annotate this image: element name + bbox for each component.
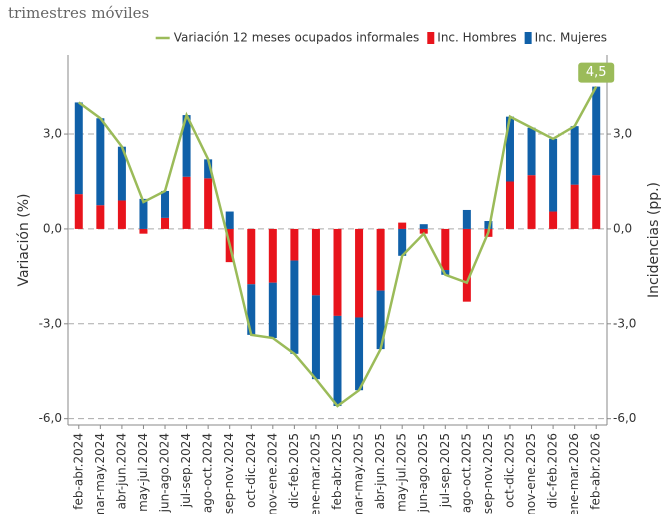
- x-tick-label: mar-may.2024: [93, 433, 107, 514]
- bar: [333, 315, 342, 407]
- x-tick-label: ago-oct.2025: [459, 433, 473, 513]
- x-tick-label: dic-feb.2026: [546, 433, 560, 508]
- bar: [505, 116, 514, 182]
- value-label-box: [578, 62, 615, 83]
- bar: [139, 198, 148, 229]
- bar: [570, 184, 579, 229]
- bar: [505, 181, 514, 229]
- bar: [441, 228, 450, 271]
- bar: [96, 205, 105, 229]
- bar: [96, 118, 105, 206]
- bar: [182, 176, 191, 229]
- bar: [290, 260, 299, 354]
- bar: [527, 127, 536, 176]
- bar: [268, 228, 277, 283]
- bar: [311, 228, 320, 296]
- bar: [225, 211, 234, 229]
- bar: [398, 228, 407, 256]
- bar: [355, 228, 364, 318]
- x-tick-label: may-jul.2025: [395, 433, 409, 512]
- bar: [462, 209, 471, 229]
- bar: [161, 190, 170, 218]
- x-tick-label: oct-dic.2025: [502, 433, 516, 508]
- bar: [268, 282, 277, 339]
- x-tick-label: jul-sep.2025: [438, 433, 452, 508]
- bar: [398, 222, 407, 229]
- bar: [74, 102, 83, 195]
- x-tick-label: jul-sep.2024: [179, 433, 193, 508]
- x-tick-label: ago-oct.2024: [201, 433, 215, 513]
- bar: [570, 126, 579, 185]
- bar: [161, 217, 170, 229]
- y-tick-label: 3,0: [43, 127, 62, 141]
- x-tick-label: oct-dic.2024: [244, 433, 258, 508]
- bar: [290, 228, 299, 261]
- bar: [333, 228, 342, 316]
- y2-tick-label: -6,0: [613, 411, 636, 425]
- x-tick-label: nov-ene.2025: [524, 433, 538, 514]
- y2-tick-label: 0,0: [613, 221, 632, 235]
- y-tick-label: -6,0: [39, 411, 62, 425]
- legend-swatch: [427, 32, 435, 44]
- bar: [376, 228, 385, 291]
- x-tick-label: dic-feb.2025: [287, 433, 301, 508]
- x-tick-label: abr-jun.2025: [373, 433, 387, 509]
- x-tick-label: abr-jun.2024: [114, 433, 128, 509]
- x-tick-label: ene-mar.2025: [308, 433, 322, 514]
- bar: [549, 138, 558, 212]
- bar: [592, 86, 601, 176]
- x-tick-label: jun-ago.2025: [416, 433, 430, 513]
- bar: [549, 211, 558, 229]
- bar: [247, 228, 256, 285]
- chart-subtitle: trimestres móviles: [8, 4, 149, 22]
- y2-axis-label: Incidencias (pp.): [646, 182, 662, 298]
- bar: [117, 146, 126, 201]
- y-tick-label: -3,0: [39, 316, 62, 330]
- x-tick-label: nov-ene.2024: [265, 433, 279, 514]
- y2-tick-label: -3,0: [613, 316, 636, 330]
- legend-swatch: [524, 32, 532, 44]
- bar: [376, 290, 385, 350]
- bar: [139, 228, 148, 234]
- y-tick-label: 0,0: [43, 221, 62, 235]
- bar: [247, 284, 256, 335]
- x-tick-label: ene-mar.2026: [567, 433, 581, 514]
- bar: [419, 228, 428, 234]
- bar: [462, 228, 471, 302]
- bar: [527, 175, 536, 229]
- line: [78, 86, 598, 408]
- y-axis-label: Variación (%): [16, 194, 32, 287]
- x-tick-label: feb-abr.2024: [71, 433, 85, 510]
- legend-label: Inc. Hombres: [437, 31, 516, 45]
- bar: [419, 224, 428, 229]
- x-tick-label: sep-nov.2025: [481, 433, 495, 514]
- bar: [311, 295, 320, 380]
- bar: [484, 221, 493, 229]
- bar: [74, 194, 83, 229]
- bar: [182, 115, 191, 177]
- bar: [204, 178, 213, 229]
- value-label: 4,5: [586, 65, 607, 80]
- x-tick-label: jun-ago.2024: [158, 433, 172, 513]
- legend-label: Variación 12 meses ocupados informales: [174, 31, 420, 45]
- bar: [592, 175, 601, 229]
- legend-label: Inc. Mujeres: [535, 31, 607, 45]
- x-tick-label: may-jul.2024: [136, 433, 150, 512]
- x-tick-label: mar-may.2025: [352, 433, 366, 514]
- bar: [117, 200, 126, 229]
- bar: [204, 159, 213, 179]
- x-tick-label: sep-nov.2024: [222, 433, 236, 514]
- bar: [355, 317, 364, 391]
- x-tick-label: feb-abr.2026: [589, 433, 603, 510]
- y2-tick-label: 3,0: [613, 127, 632, 141]
- x-tick-label: feb-abr.2025: [330, 433, 344, 510]
